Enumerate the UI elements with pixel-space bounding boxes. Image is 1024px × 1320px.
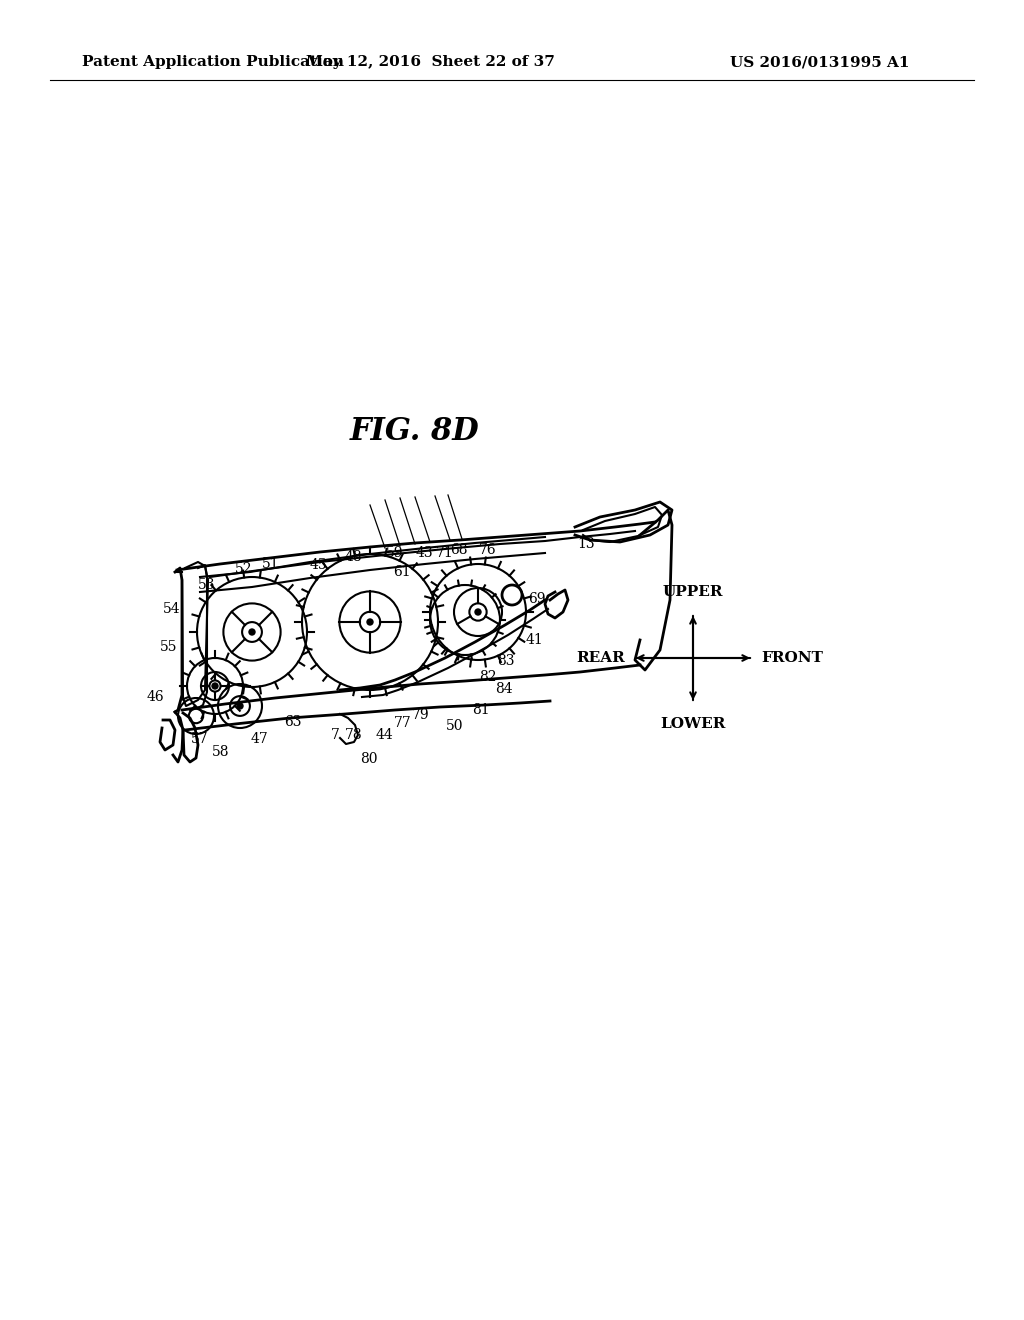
- Circle shape: [249, 630, 255, 635]
- Text: 55: 55: [160, 640, 178, 653]
- Text: 46: 46: [146, 690, 165, 704]
- Text: 44: 44: [375, 729, 393, 742]
- Text: 71: 71: [435, 546, 454, 560]
- Text: LOWER: LOWER: [660, 717, 726, 731]
- Circle shape: [475, 609, 481, 615]
- Text: 7: 7: [331, 729, 339, 742]
- Text: 58: 58: [211, 746, 229, 759]
- Text: 41: 41: [525, 634, 544, 647]
- Text: UPPER: UPPER: [663, 585, 723, 599]
- Text: 47: 47: [250, 733, 268, 746]
- Text: 63: 63: [284, 715, 302, 729]
- Text: 51: 51: [261, 557, 280, 570]
- Text: 48: 48: [344, 550, 362, 564]
- Text: 81: 81: [472, 704, 490, 717]
- Text: 59: 59: [385, 546, 403, 560]
- Text: 79: 79: [412, 709, 430, 722]
- Text: 61: 61: [393, 565, 412, 578]
- Text: 57: 57: [190, 733, 209, 746]
- Text: 84: 84: [495, 682, 513, 696]
- Text: 68: 68: [450, 544, 468, 557]
- Text: 76: 76: [478, 544, 497, 557]
- Text: 78: 78: [344, 729, 362, 742]
- Text: US 2016/0131995 A1: US 2016/0131995 A1: [730, 55, 909, 69]
- Text: FIG. 8D: FIG. 8D: [350, 417, 480, 447]
- Text: 13: 13: [577, 537, 595, 550]
- Text: 52: 52: [234, 562, 253, 576]
- Text: 53: 53: [198, 578, 216, 591]
- Text: FRONT: FRONT: [761, 651, 823, 665]
- Circle shape: [367, 619, 373, 624]
- Text: 80: 80: [359, 752, 378, 766]
- Text: 69: 69: [527, 593, 546, 606]
- Text: 50: 50: [445, 719, 464, 733]
- Text: 77: 77: [393, 717, 412, 730]
- Text: REAR: REAR: [577, 651, 625, 665]
- Text: 82: 82: [478, 671, 497, 684]
- Text: 45: 45: [309, 558, 328, 572]
- Circle shape: [237, 704, 243, 709]
- Text: May 12, 2016  Sheet 22 of 37: May 12, 2016 Sheet 22 of 37: [305, 55, 554, 69]
- Text: Patent Application Publication: Patent Application Publication: [82, 55, 344, 69]
- Circle shape: [212, 682, 218, 689]
- Text: 83: 83: [497, 655, 515, 668]
- Text: 54: 54: [163, 602, 181, 615]
- Text: 43: 43: [415, 546, 433, 560]
